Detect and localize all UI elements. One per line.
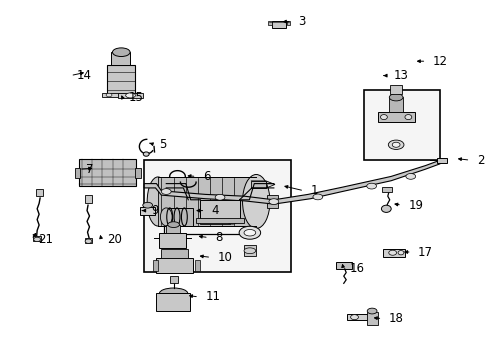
Ellipse shape [381, 205, 390, 212]
Bar [84, 195, 92, 203]
Bar [346, 314, 373, 320]
Bar [244, 246, 255, 256]
Text: 5: 5 [159, 138, 166, 150]
Text: 15: 15 [128, 91, 143, 104]
Text: 6: 6 [203, 170, 210, 183]
Ellipse shape [106, 93, 112, 97]
Bar [156, 293, 189, 311]
Ellipse shape [388, 94, 402, 101]
Text: 2: 2 [476, 154, 483, 167]
Ellipse shape [239, 226, 260, 239]
Ellipse shape [143, 152, 149, 156]
Bar [85, 238, 92, 243]
Bar [152, 260, 158, 271]
Text: 10: 10 [217, 251, 232, 264]
Text: 16: 16 [349, 262, 364, 275]
Bar [140, 207, 155, 215]
Bar [169, 276, 177, 283]
Bar [267, 195, 278, 208]
Ellipse shape [112, 48, 130, 57]
Polygon shape [265, 181, 274, 184]
Bar [166, 208, 193, 226]
Bar [195, 218, 244, 223]
Text: 4: 4 [211, 204, 219, 217]
Bar [382, 249, 405, 257]
Text: 8: 8 [215, 231, 222, 244]
Ellipse shape [161, 189, 171, 194]
Text: 21: 21 [38, 233, 53, 246]
Bar [364, 90, 439, 160]
Ellipse shape [34, 237, 41, 242]
Text: 7: 7 [85, 163, 93, 176]
Bar [388, 97, 402, 112]
Ellipse shape [391, 142, 399, 147]
Ellipse shape [387, 140, 403, 149]
Ellipse shape [388, 250, 396, 255]
Ellipse shape [350, 315, 358, 320]
Ellipse shape [404, 114, 411, 120]
Ellipse shape [312, 194, 322, 200]
Ellipse shape [85, 239, 92, 243]
Bar [159, 233, 185, 248]
Bar [163, 200, 249, 234]
Ellipse shape [224, 210, 239, 224]
Bar [111, 52, 130, 65]
Bar [79, 159, 136, 186]
Bar [158, 177, 258, 226]
Bar [144, 160, 290, 272]
Bar [194, 260, 200, 271]
Text: 11: 11 [205, 291, 220, 303]
Bar [33, 236, 41, 241]
Bar [102, 93, 140, 97]
Text: 18: 18 [388, 312, 403, 325]
Ellipse shape [366, 183, 376, 189]
Ellipse shape [268, 199, 278, 204]
Bar [134, 168, 141, 178]
Ellipse shape [366, 308, 376, 314]
Bar [165, 225, 180, 233]
Bar [36, 189, 43, 196]
Bar [271, 21, 285, 28]
Bar [200, 210, 229, 224]
Bar [389, 85, 401, 94]
Bar [286, 21, 290, 25]
Ellipse shape [130, 93, 136, 97]
Ellipse shape [244, 248, 255, 253]
Text: 17: 17 [417, 246, 432, 258]
Ellipse shape [244, 230, 255, 236]
Polygon shape [144, 160, 439, 204]
Bar [335, 262, 351, 269]
Ellipse shape [147, 177, 168, 226]
Ellipse shape [215, 194, 224, 200]
Ellipse shape [142, 202, 152, 208]
Ellipse shape [125, 93, 135, 98]
Bar [156, 258, 193, 273]
Bar [251, 181, 265, 188]
Text: 12: 12 [432, 55, 447, 68]
Ellipse shape [159, 288, 187, 299]
Bar [200, 200, 239, 220]
Ellipse shape [167, 222, 179, 228]
Bar [377, 112, 414, 122]
Text: 9: 9 [151, 204, 159, 217]
Text: 1: 1 [310, 184, 317, 197]
Bar [106, 65, 135, 94]
Ellipse shape [160, 208, 172, 226]
Ellipse shape [242, 175, 269, 229]
Bar [382, 187, 391, 192]
Bar [268, 21, 272, 25]
Bar [161, 249, 188, 258]
Text: 19: 19 [407, 199, 423, 212]
Ellipse shape [380, 114, 386, 120]
Ellipse shape [397, 251, 403, 255]
Ellipse shape [405, 174, 415, 179]
Bar [366, 312, 377, 325]
Text: 20: 20 [107, 233, 122, 246]
Bar [74, 168, 80, 178]
Bar [436, 158, 447, 163]
Text: 13: 13 [393, 69, 407, 82]
Bar [118, 93, 142, 98]
Text: 3: 3 [298, 15, 305, 28]
Text: 14: 14 [77, 69, 92, 82]
